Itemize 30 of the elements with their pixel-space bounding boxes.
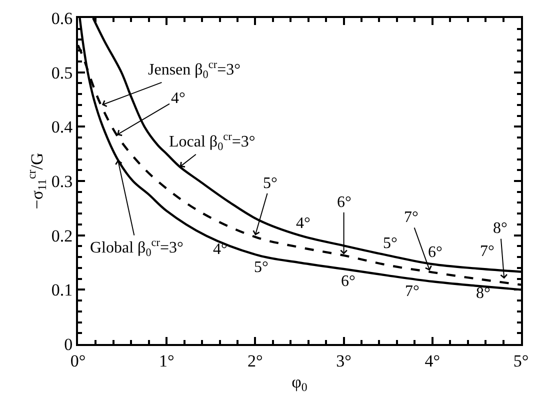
y-tick-label: 0.5 bbox=[51, 63, 73, 82]
annotation: 7° bbox=[405, 283, 420, 300]
x-axis-title: φ$_{0}$ bbox=[292, 372, 308, 394]
annotation: Local β$_{0}$$^{cr}$=3° bbox=[169, 131, 256, 154]
annotation: 5° bbox=[383, 235, 398, 252]
annotation: 6° bbox=[341, 273, 356, 290]
annotation: 7° bbox=[404, 209, 418, 226]
annotation: 5° bbox=[263, 175, 278, 192]
y-tick-label: 0.4 bbox=[51, 118, 74, 137]
x-tick-label: 0° bbox=[70, 351, 86, 370]
annotation: 4° bbox=[171, 90, 186, 107]
y-tick-label: 0.6 bbox=[51, 8, 73, 28]
annotation: 4° bbox=[296, 215, 310, 232]
x-tick-label: 2° bbox=[248, 351, 263, 370]
y-tick-label: 0.3 bbox=[51, 172, 73, 191]
x-tick-label: 3° bbox=[336, 351, 352, 370]
annotation: Jensen β$_{0}$$^{cr}$=3° bbox=[148, 59, 241, 82]
y-tick-label: 0.2 bbox=[51, 226, 73, 246]
y-tick-label: 0.1 bbox=[51, 280, 73, 300]
annotation: Global β$_{0}$$^{cr}$=3° bbox=[90, 237, 184, 260]
annotation: 7° bbox=[480, 243, 494, 260]
annotation: 6° bbox=[428, 244, 442, 261]
annotation: 6° bbox=[337, 194, 352, 211]
annotation: 5° bbox=[254, 259, 268, 276]
x-tick-label: 4° bbox=[424, 351, 440, 370]
x-tick-label: 5° bbox=[513, 351, 529, 370]
y-tick-label: 0 bbox=[64, 334, 73, 354]
x-tick-label: 1° bbox=[158, 351, 174, 370]
annotation: 8° bbox=[493, 220, 508, 237]
annotation: 8° bbox=[476, 285, 490, 302]
